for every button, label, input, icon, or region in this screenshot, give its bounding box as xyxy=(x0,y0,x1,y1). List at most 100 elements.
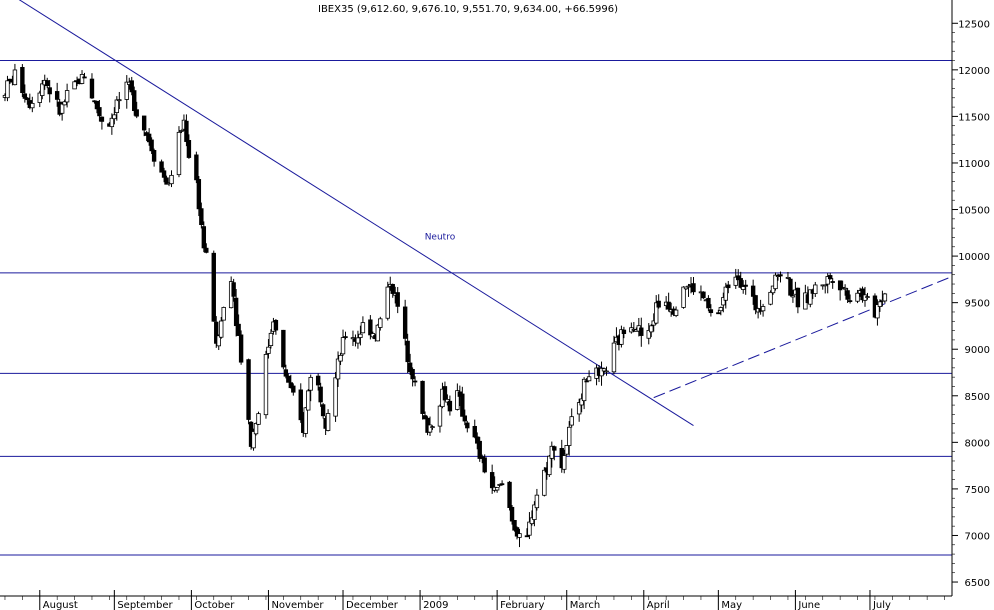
candle-body xyxy=(721,297,726,306)
candle-body xyxy=(216,335,221,347)
candle-body xyxy=(407,362,413,373)
candle-body xyxy=(291,385,296,393)
candle-body xyxy=(847,300,853,303)
candle-body xyxy=(576,402,582,415)
candle-body xyxy=(875,304,880,319)
candle-body xyxy=(823,284,828,287)
candle-body xyxy=(567,426,572,446)
candle-body xyxy=(723,286,729,301)
candle-body xyxy=(62,101,67,106)
candle-body xyxy=(601,368,607,372)
candle-body xyxy=(283,369,289,377)
candle-body xyxy=(194,154,199,181)
candle-body xyxy=(860,288,865,301)
candle-body xyxy=(402,306,408,339)
y-tick-label: 8500 xyxy=(965,392,990,403)
candle-body xyxy=(509,506,515,522)
candle-body xyxy=(141,115,147,131)
candle-body xyxy=(716,312,721,315)
candle-body xyxy=(12,69,18,86)
candle-body xyxy=(134,109,139,117)
candle-body xyxy=(621,329,627,334)
candle-body xyxy=(231,282,236,297)
candles xyxy=(2,63,888,548)
candle-body xyxy=(611,342,617,373)
candle-body xyxy=(738,278,743,288)
candle-body xyxy=(196,179,202,210)
candle-body xyxy=(788,278,793,296)
candle-body xyxy=(499,483,505,486)
candle-body xyxy=(161,170,167,178)
candle-body xyxy=(286,375,291,383)
candle-body xyxy=(211,252,216,322)
candle-body xyxy=(30,102,35,109)
candle-body xyxy=(179,130,184,132)
candle-body xyxy=(375,324,381,342)
candle-body xyxy=(378,318,383,328)
candle-body xyxy=(547,455,552,476)
candle-body xyxy=(256,413,261,425)
candle-body xyxy=(549,445,555,459)
candle-body xyxy=(308,376,313,391)
candle-body xyxy=(320,404,326,417)
x-tick-label: March xyxy=(570,600,600,610)
candle-body xyxy=(109,117,115,128)
candle-body xyxy=(639,327,644,336)
candle-body xyxy=(358,333,363,338)
candle-body xyxy=(683,286,689,290)
candle-body xyxy=(395,292,400,307)
candle-body xyxy=(79,74,85,84)
candle-body xyxy=(238,334,244,363)
candle-body xyxy=(94,100,100,110)
candle-body xyxy=(529,517,535,525)
x-tick-label: June xyxy=(797,600,820,610)
candle-body xyxy=(619,329,624,345)
candle-body xyxy=(164,177,169,185)
candle-body xyxy=(706,297,711,309)
candle-body xyxy=(99,116,105,122)
candle-body xyxy=(768,291,773,305)
candle-body xyxy=(298,389,303,421)
candle-body xyxy=(656,300,661,308)
candle-body xyxy=(462,415,468,422)
candle-body xyxy=(59,103,65,114)
candle-body xyxy=(405,340,410,363)
candle-body xyxy=(64,90,70,103)
y-tick-label: 9500 xyxy=(965,299,990,310)
candle-body xyxy=(482,457,487,473)
candle-body xyxy=(233,297,239,327)
candle-body xyxy=(447,400,453,412)
candle-body xyxy=(236,323,241,336)
candle-body xyxy=(219,320,224,338)
candle-body xyxy=(288,382,294,389)
candle-body xyxy=(733,276,738,286)
candle-body xyxy=(420,380,425,414)
x-tick-label: July xyxy=(872,600,891,610)
horizontal-levels xyxy=(0,60,952,556)
candle-body xyxy=(204,247,209,253)
uptrend-trendline xyxy=(653,277,950,399)
candle-body xyxy=(422,415,428,420)
annotation-neutro: Neutro xyxy=(425,232,456,242)
candle-body xyxy=(176,131,182,176)
candle-body xyxy=(726,284,731,289)
candle-body xyxy=(268,332,274,347)
x-tick-label: September xyxy=(117,600,173,610)
axes-frame xyxy=(0,0,953,597)
candle-body xyxy=(47,87,52,95)
candle-body xyxy=(654,302,659,324)
trendlines xyxy=(18,0,950,427)
candle-body xyxy=(472,425,477,438)
candle-body xyxy=(22,93,28,99)
x-tick-label: May xyxy=(721,600,742,610)
candle-body xyxy=(318,386,323,403)
x-tick-label: November xyxy=(271,600,324,610)
candle-body xyxy=(586,376,592,382)
y-tick-label: 12000 xyxy=(958,66,990,77)
candle-body xyxy=(251,431,256,449)
candle-body xyxy=(581,378,587,402)
candle-body xyxy=(773,274,778,290)
candle-body xyxy=(124,81,129,100)
candle-body xyxy=(306,390,311,411)
candle-body xyxy=(489,472,495,489)
